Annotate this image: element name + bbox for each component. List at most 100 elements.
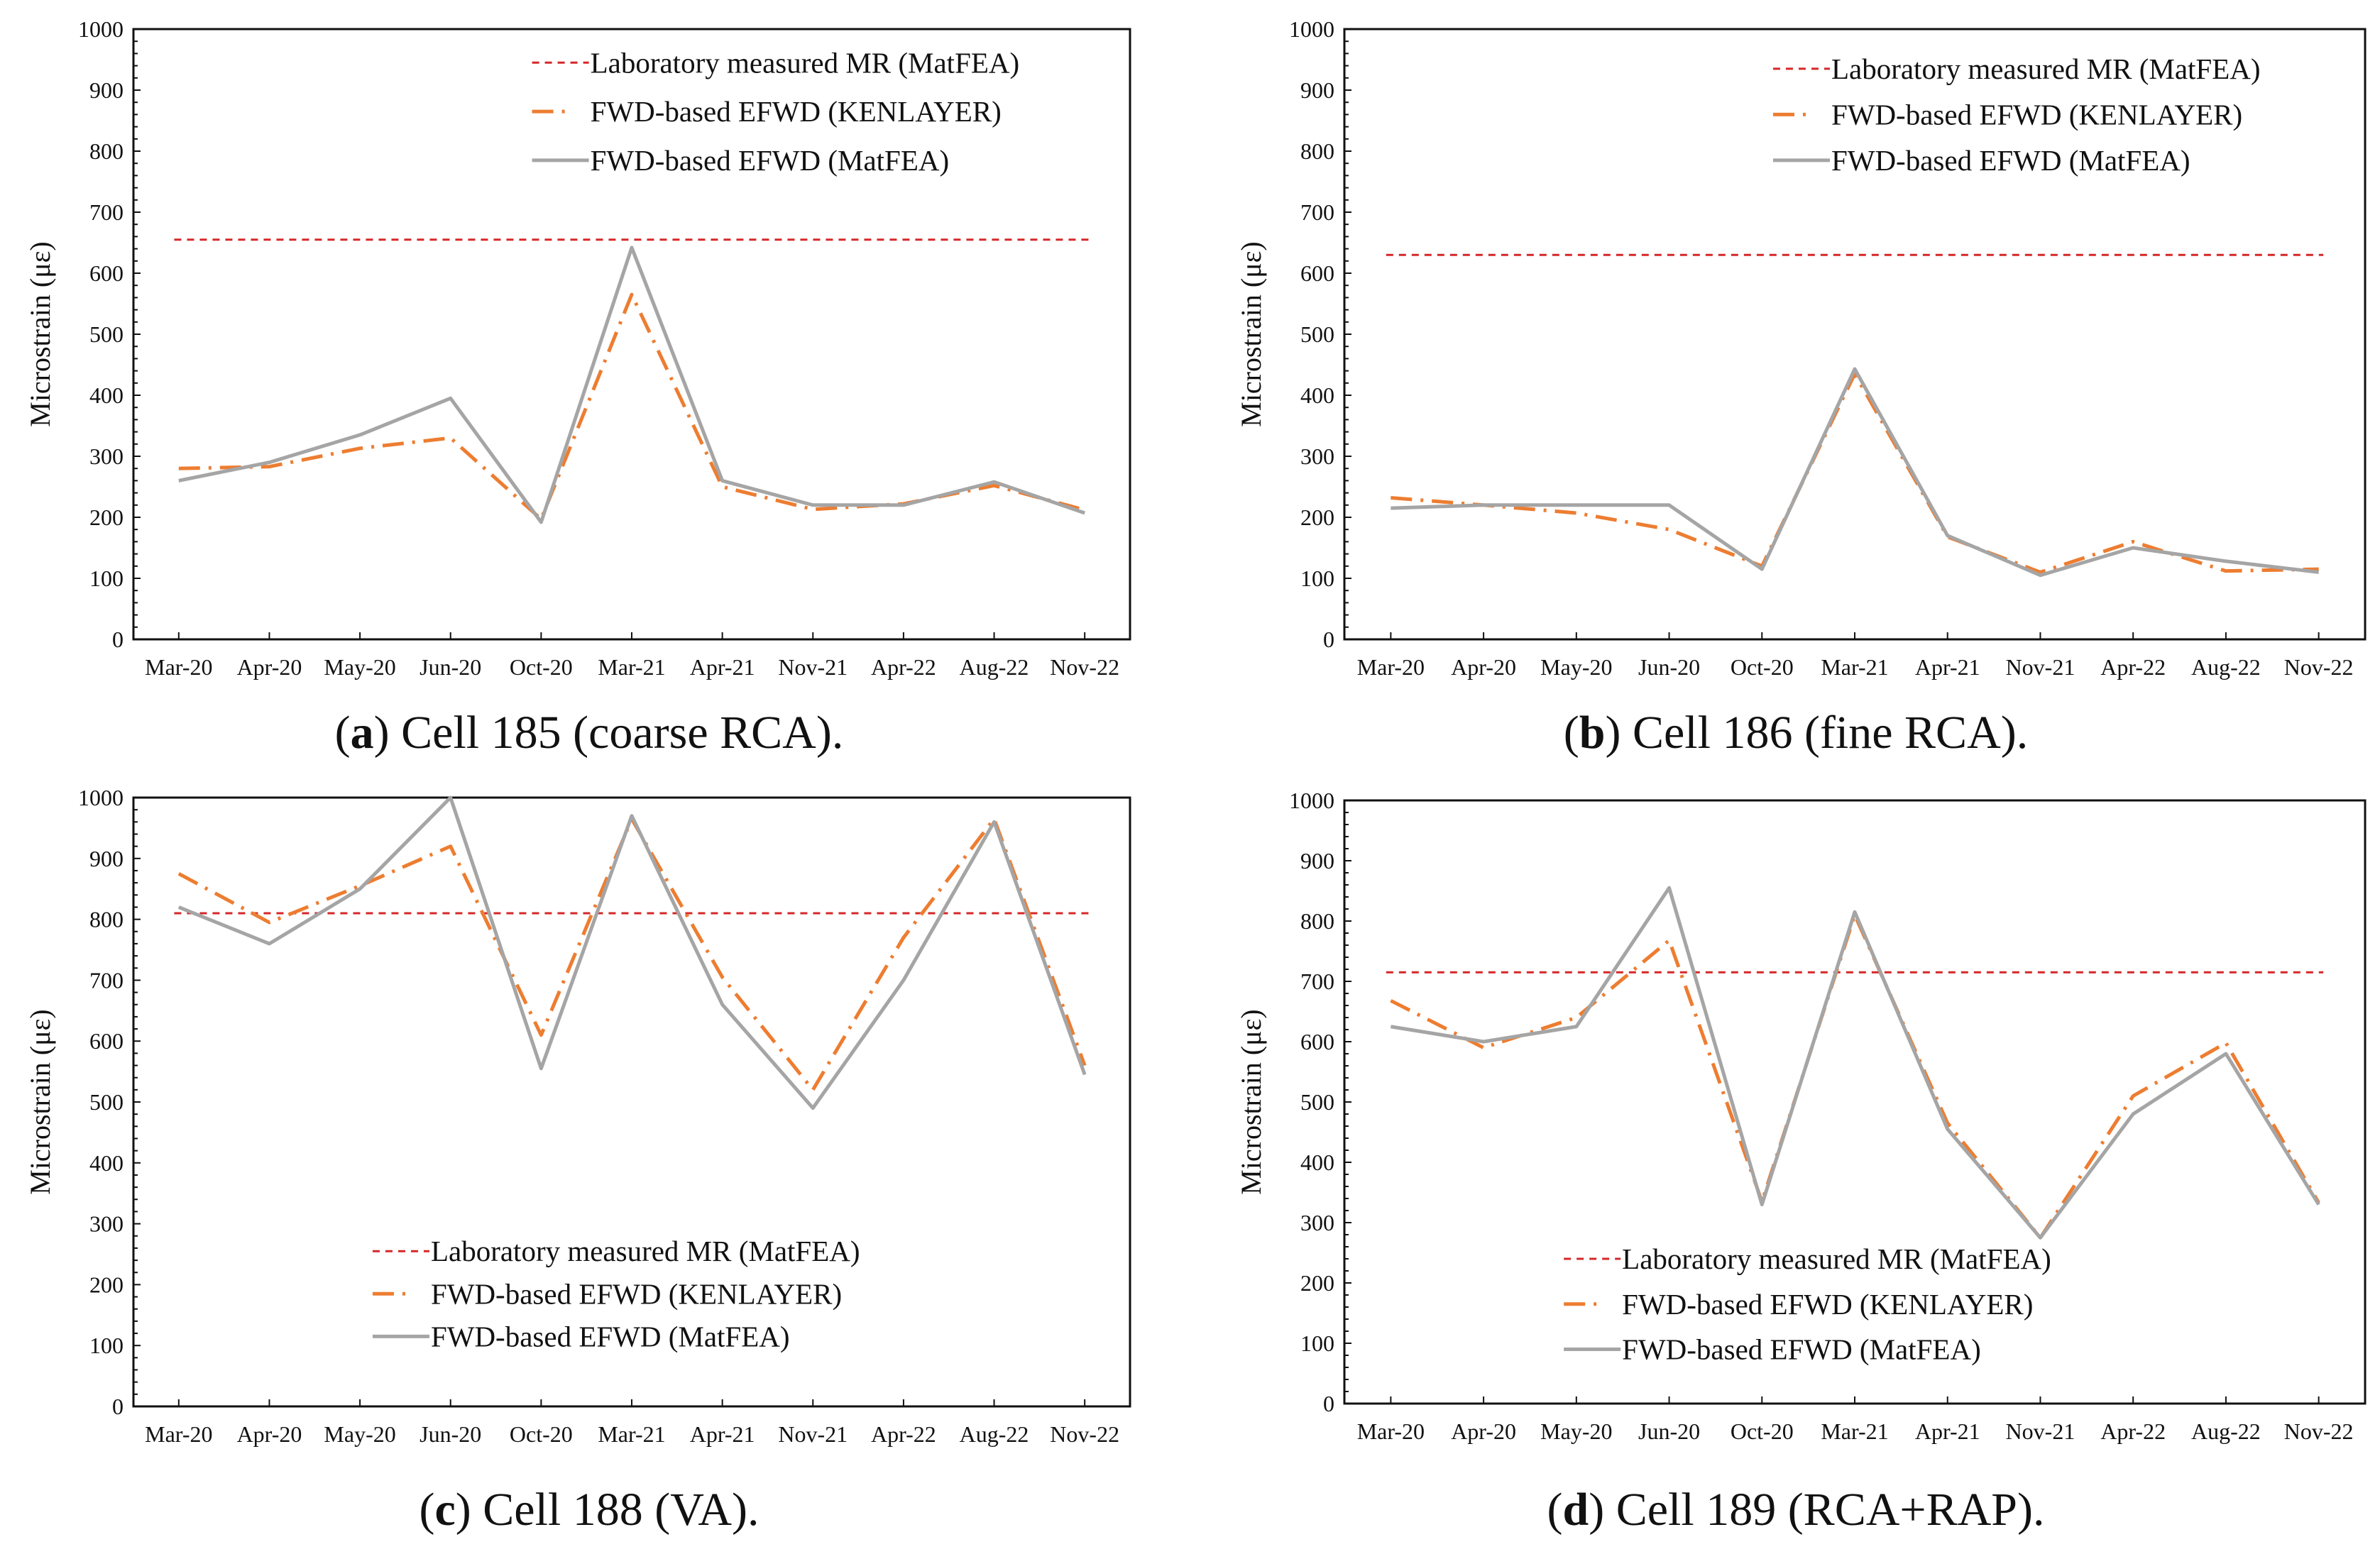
x-tick-label: Mar-20	[1357, 654, 1425, 680]
x-tick-label: Apr-21	[1915, 654, 1980, 680]
legend-label: FWD-based EFWD (KENLAYER)	[1622, 1288, 2033, 1321]
y-tick-label: 300	[89, 443, 124, 469]
chart-c: 0 100 200 300 400 500 600 700 800 900 1000 Mar-20 Ap…	[24, 785, 1131, 1447]
y-tick-label: 1000	[78, 785, 124, 810]
y-tick-label: 400	[1300, 382, 1334, 408]
y-tick-label: 1000	[1289, 16, 1334, 42]
x-tick-label: Aug-22	[2191, 654, 2261, 680]
x-tick-label: Aug-22	[2191, 1418, 2261, 1444]
panel-c: 0 100 200 300 400 500 600 700 800 900 1000 Mar-20 Ap…	[0, 773, 1178, 1547]
y-tick-label: 1000	[78, 16, 124, 42]
x-tick-label: May-20	[1540, 654, 1612, 680]
x-tick-label: Apr-22	[2100, 654, 2166, 680]
y-tick-label: 0	[112, 1394, 124, 1419]
y-tick-label: 400	[89, 382, 124, 408]
y-axis-label: Microstrain (με)	[24, 241, 56, 427]
series-line-2	[1390, 913, 2320, 1240]
y-tick-label: 100	[1300, 566, 1334, 591]
y-tick-label: 100	[89, 1333, 124, 1358]
legend-label: FWD-based EFWD (MatFEA)	[431, 1320, 790, 1352]
legend-label: FWD-based EFWD (KENLAYER)	[591, 95, 1002, 128]
x-tick-label: Jun-20	[1638, 1418, 1700, 1444]
caption-letter: a	[335, 707, 390, 759]
y-tick-label: 300	[1300, 1210, 1334, 1235]
y-tick-label: 0	[1323, 627, 1334, 652]
legend-label: Laboratory measured MR (MatFEA)	[1622, 1242, 2051, 1275]
y-tick-label: 200	[89, 1272, 124, 1297]
panel-d: 0 100 200 300 400 500 600 700 800 900 1000 Mar-20 Ap…	[1207, 773, 2380, 1547]
x-tick-label: Oct-20	[1731, 654, 1794, 680]
x-tick-label: May-20	[1540, 1418, 1612, 1444]
y-tick-label: 200	[1300, 1270, 1334, 1296]
x-tick-label: Apr-20	[1451, 1418, 1516, 1444]
y-tick-label: 900	[89, 77, 124, 103]
x-tick-label: Apr-20	[1451, 654, 1516, 680]
x-tick-label: Mar-21	[598, 654, 665, 680]
y-tick-label: 700	[1300, 969, 1334, 994]
legend-label: FWD-based EFWD (KENLAYER)	[431, 1277, 842, 1310]
caption-letter: c	[419, 1484, 471, 1536]
chart-a: 0 100 200 300 400 500 600 700 800 900 1000 Mar-20 Ap…	[24, 16, 1131, 680]
y-tick-label: 700	[1300, 199, 1334, 225]
x-tick-label: Mar-20	[145, 1421, 212, 1447]
y-tick-label: 200	[89, 505, 124, 530]
x-tick-label: Nov-21	[2006, 1418, 2075, 1444]
caption-d: d Cell 189 (RCA+RAP).	[1207, 1483, 2380, 1537]
y-tick-label: 300	[1300, 443, 1334, 469]
x-tick-label: Nov-22	[2284, 1418, 2354, 1444]
x-tick-label: Apr-22	[871, 1421, 936, 1447]
x-tick-label: Apr-20	[237, 654, 302, 680]
x-tick-label: Apr-21	[690, 1421, 755, 1447]
legend-label: FWD-based EFWD (MatFEA)	[591, 144, 950, 177]
plot-area	[132, 28, 1131, 641]
legend-label: FWD-based EFWD (MatFEA)	[1831, 144, 2190, 177]
plot-area	[1343, 28, 2367, 641]
x-tick-label: Nov-21	[778, 654, 848, 680]
caption-text: Cell 188 (VA).	[471, 1484, 759, 1536]
y-axis-label: Microstrain (με)	[24, 1009, 56, 1195]
y-tick-label: 600	[89, 1028, 124, 1054]
y-tick-label: 200	[1300, 505, 1334, 530]
y-tick-label: 0	[1323, 1391, 1334, 1416]
plot-area	[132, 796, 1131, 1408]
y-tick-label: 900	[1300, 848, 1334, 874]
x-tick-label: Oct-20	[510, 1421, 573, 1447]
legend-label: Laboratory measured MR (MatFEA)	[431, 1235, 860, 1267]
x-tick-label: Apr-22	[2100, 1418, 2166, 1444]
y-tick-label: 600	[1300, 1029, 1334, 1054]
caption-c: c Cell 188 (VA).	[0, 1483, 1178, 1537]
chart-d: 0 100 200 300 400 500 600 700 800 900 1000 Mar-20 Ap…	[1235, 788, 2367, 1444]
y-tick-label: 900	[1300, 77, 1334, 103]
y-tick-label: 800	[1300, 908, 1334, 934]
y-tick-label: 0	[112, 627, 124, 652]
plot-area	[1343, 799, 2367, 1405]
y-tick-label: 500	[89, 321, 124, 347]
x-tick-label: Apr-20	[237, 1421, 302, 1447]
y-tick-label: 400	[1300, 1150, 1334, 1175]
y-tick-label: 100	[89, 566, 124, 591]
y-tick-label: 500	[1300, 1089, 1334, 1115]
y-tick-label: 800	[1300, 138, 1334, 164]
legend-label: FWD-based EFWD (KENLAYER)	[1831, 98, 2242, 131]
y-tick-label: 600	[1300, 260, 1334, 286]
y-tick-label: 500	[89, 1089, 124, 1115]
legend-label: Laboratory measured MR (MatFEA)	[1831, 53, 2261, 85]
y-axis-label: Microstrain (με)	[1235, 1009, 1267, 1195]
x-tick-label: Oct-20	[1731, 1418, 1794, 1444]
chart-b: 0 100 200 300 400 500 600 700 800 900 1000 Mar-20 Ap…	[1235, 16, 2367, 680]
legend-label: Laboratory measured MR (MatFEA)	[591, 46, 1020, 79]
y-tick-label: 300	[89, 1211, 124, 1237]
y-tick-label: 700	[89, 199, 124, 225]
y-tick-label: 400	[89, 1150, 124, 1176]
y-tick-label: 800	[89, 138, 124, 164]
caption-a: a Cell 185 (coarse RCA).	[0, 706, 1178, 760]
caption-text: Cell 185 (coarse RCA).	[389, 707, 844, 759]
y-tick-label: 700	[89, 967, 124, 993]
x-tick-label: Mar-21	[1821, 654, 1888, 680]
x-tick-label: Nov-22	[1050, 1421, 1119, 1447]
x-tick-label: Mar-20	[1357, 1418, 1425, 1444]
y-axis-label: Microstrain (με)	[1235, 241, 1267, 427]
y-tick-label: 100	[1300, 1330, 1334, 1356]
caption-letter: d	[1547, 1484, 1605, 1536]
panel-a: 0 100 200 300 400 500 600 700 800 900 1000 Mar-20 Ap…	[0, 0, 1178, 773]
